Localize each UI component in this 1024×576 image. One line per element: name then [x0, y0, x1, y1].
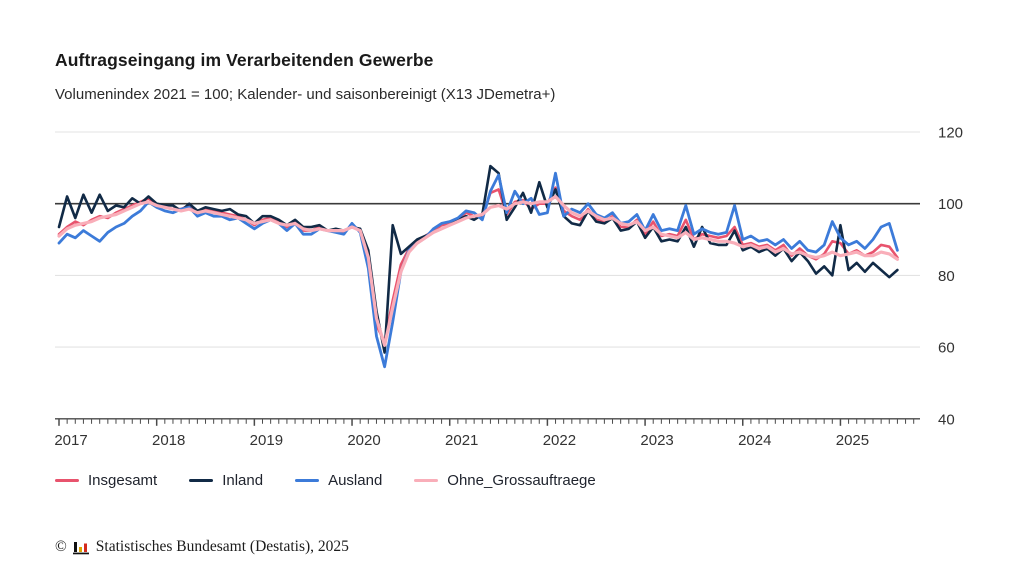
chart-subtitle: Volumenindex 2021 = 100; Kalender- und s… [55, 86, 556, 103]
legend-item-insgesamt: Insgesamt [55, 472, 157, 489]
legend-label-inland: Inland [222, 472, 264, 489]
svg-text:120: 120 [938, 125, 963, 142]
legend-label-ohne-grossauftraege: Ohne_Grossauftraege [447, 472, 596, 489]
insgesamt-line-swatch [55, 478, 79, 483]
svg-text:40: 40 [938, 411, 955, 428]
svg-text:80: 80 [938, 268, 955, 285]
legend-label-insgesamt: Insgesamt [88, 472, 158, 489]
destatis-bars-icon [72, 542, 89, 555]
copyright-symbol: © [55, 538, 67, 555]
ohne-grossauftraege-line-swatch [414, 478, 439, 483]
chart-title: Auftragseingang im Verarbeitenden Gewerb… [55, 50, 434, 70]
ausland-line-swatch [295, 478, 320, 483]
svg-text:2021: 2021 [445, 432, 478, 449]
svg-text:100: 100 [938, 196, 963, 213]
svg-text:2019: 2019 [250, 432, 283, 449]
orders-line-chart: 2017 2018 2019 2020 2021 2022 2023 2024 2025 40 60… [54, 125, 963, 449]
svg-text:60: 60 [938, 340, 955, 357]
legend-item-inland: Inland [189, 472, 263, 489]
legend-item-ohne-grossauftraege: Ohne_Grossauftraege [414, 472, 596, 489]
svg-text:2017: 2017 [54, 432, 87, 449]
chart-legend: Insgesamt Inland Ausland Ohne_Grossauftr… [55, 472, 596, 489]
svg-text:2020: 2020 [347, 432, 380, 449]
source-text: Statistisches Bundesamt (Destatis), 2025 [95, 538, 349, 555]
legend-label-ausland: Ausland [328, 472, 383, 489]
svg-text:2025: 2025 [836, 432, 869, 449]
inland-line-swatch [189, 478, 214, 483]
svg-text:2022: 2022 [543, 432, 576, 449]
source-attribution: © Statistisches Bundesamt (Destatis), 20… [55, 538, 349, 556]
svg-text:2024: 2024 [738, 432, 771, 449]
legend-item-ausland: Ausland [295, 472, 382, 489]
svg-text:2023: 2023 [640, 432, 673, 449]
svg-text:2018: 2018 [152, 432, 185, 449]
